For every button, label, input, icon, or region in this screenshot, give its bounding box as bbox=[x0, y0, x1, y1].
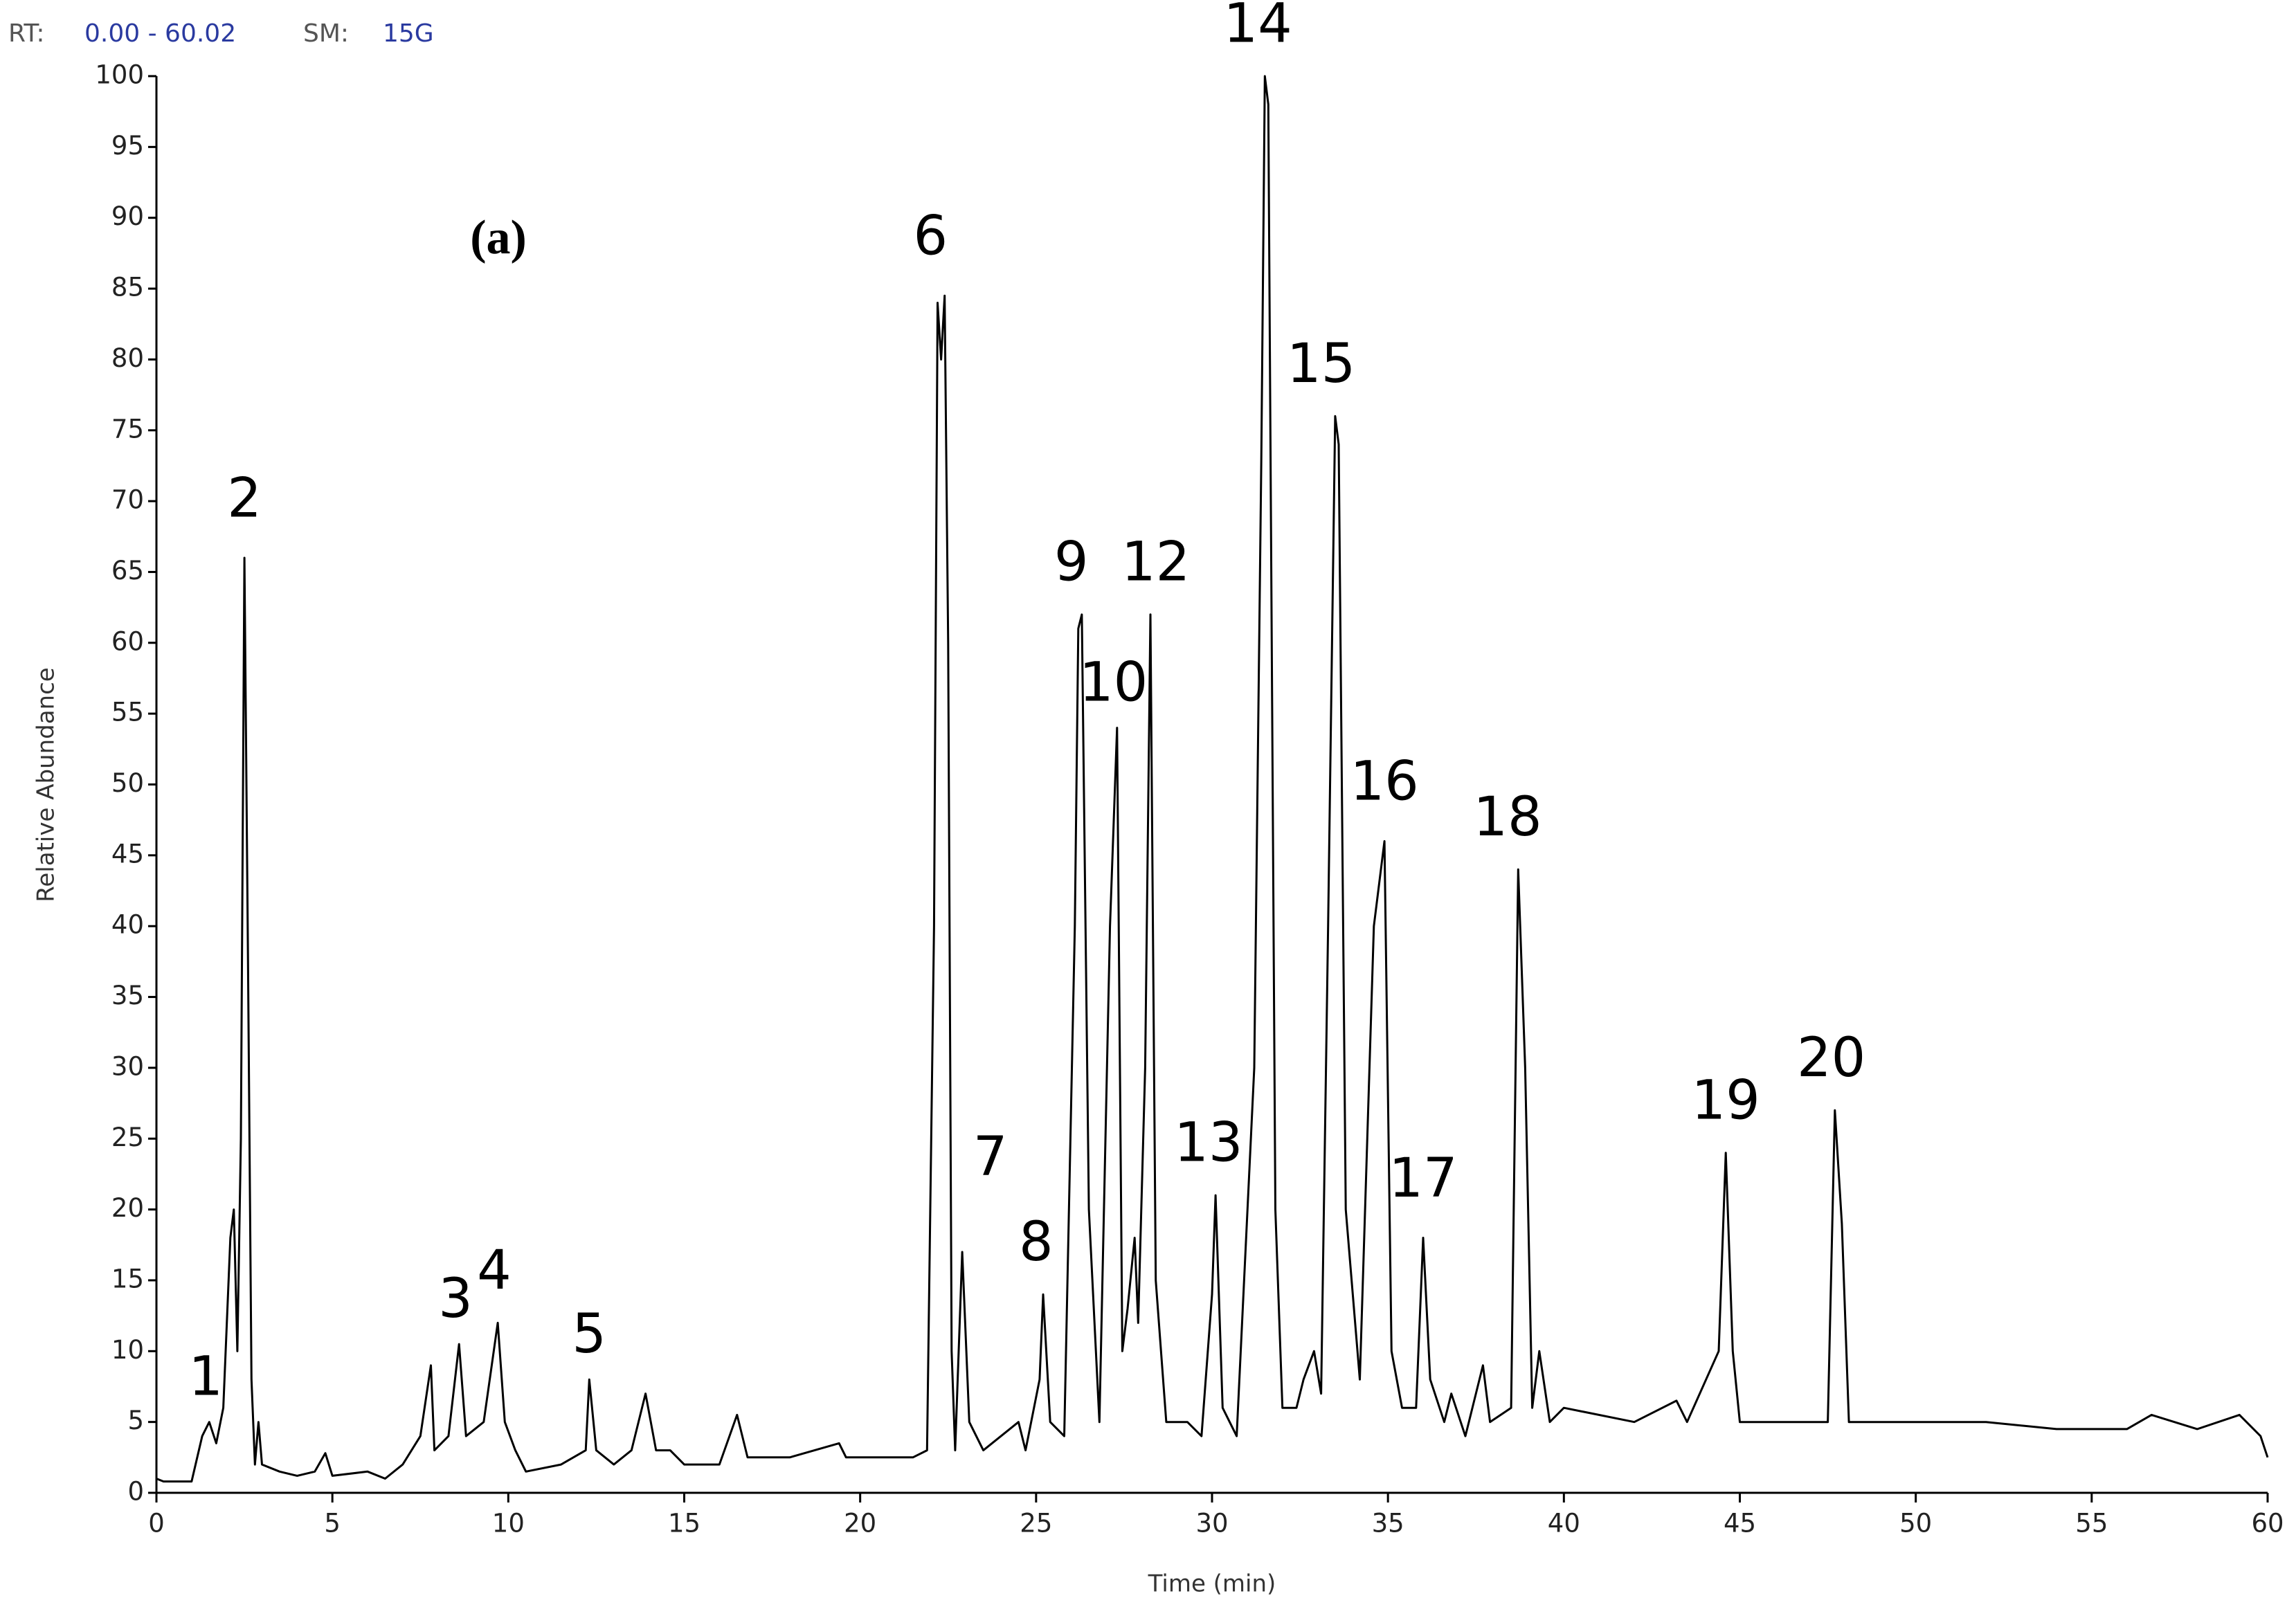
peak-label: 10 bbox=[1079, 651, 1148, 714]
peak-label: 17 bbox=[1389, 1147, 1457, 1210]
y-tick-label: 20 bbox=[111, 1193, 144, 1223]
peak-label: 13 bbox=[1174, 1112, 1242, 1174]
y-tick-label: 5 bbox=[127, 1406, 144, 1435]
peak-label: 15 bbox=[1287, 333, 1355, 395]
header-sm-label: SM: bbox=[303, 19, 349, 48]
y-tick-label: 0 bbox=[127, 1477, 144, 1507]
peak-label: 7 bbox=[973, 1126, 1008, 1188]
x-tick-label: 25 bbox=[1020, 1509, 1052, 1538]
peak-label: 9 bbox=[1054, 531, 1089, 593]
x-tick-label: 55 bbox=[2075, 1509, 2108, 1538]
y-tick-label: 55 bbox=[111, 698, 144, 727]
header-rt-range: 0.00 - 60.02 bbox=[84, 19, 236, 48]
peak-label: 19 bbox=[1692, 1069, 1760, 1132]
peak-label: 18 bbox=[1473, 786, 1542, 848]
header-sm-value: 15G bbox=[383, 19, 434, 48]
peak-label: 8 bbox=[1019, 1211, 1054, 1273]
peak-label: 3 bbox=[438, 1268, 473, 1330]
peak-label: 12 bbox=[1121, 531, 1190, 593]
x-tick-label: 0 bbox=[148, 1509, 165, 1538]
chromatogram-trace bbox=[156, 75, 2269, 1483]
y-tick-label: 90 bbox=[111, 201, 144, 231]
y-tick-label: 60 bbox=[111, 626, 144, 656]
y-tick-label: 80 bbox=[111, 343, 144, 373]
y-tick-label: 75 bbox=[111, 414, 144, 444]
x-tick-label: 45 bbox=[1724, 1509, 1756, 1538]
y-tick-label: 15 bbox=[111, 1264, 144, 1293]
x-axis-label: Time (min) bbox=[1148, 1570, 1276, 1598]
y-tick-label: 40 bbox=[111, 910, 144, 940]
x-tick-label: 20 bbox=[844, 1509, 876, 1538]
x-tick-label: 40 bbox=[1548, 1509, 1580, 1538]
header-rt-label: RT: bbox=[8, 19, 45, 48]
y-tick-label: 30 bbox=[111, 1051, 144, 1081]
x-tick-label: 60 bbox=[2251, 1509, 2284, 1538]
y-tick-label: 85 bbox=[111, 273, 144, 302]
y-axis-label: Relative Abundance bbox=[33, 667, 60, 902]
y-tick-label: 50 bbox=[111, 768, 144, 798]
x-tick-label: 50 bbox=[1899, 1509, 1932, 1538]
x-tick-label: 10 bbox=[492, 1509, 525, 1538]
y-tick-label: 25 bbox=[111, 1123, 144, 1152]
x-tick-label: 5 bbox=[324, 1509, 341, 1538]
x-tick-label: 15 bbox=[668, 1509, 700, 1538]
peak-label: 20 bbox=[1797, 1027, 1865, 1089]
y-tick-label: 45 bbox=[111, 839, 144, 869]
peak-label: 16 bbox=[1350, 751, 1418, 813]
y-tick-label: 65 bbox=[111, 556, 144, 585]
y-tick-label: 35 bbox=[111, 981, 144, 1010]
panel-label: (a) bbox=[470, 211, 527, 264]
y-tick-label: 95 bbox=[111, 131, 144, 161]
y-tick-label: 70 bbox=[111, 485, 144, 515]
peak-label: 14 bbox=[1223, 0, 1292, 55]
peak-label: 5 bbox=[572, 1303, 606, 1365]
y-tick-label: 100 bbox=[95, 60, 144, 90]
peak-label: 2 bbox=[227, 467, 262, 529]
y-tick-label: 10 bbox=[111, 1335, 144, 1365]
x-tick-label: 35 bbox=[1372, 1509, 1404, 1538]
peak-label: 6 bbox=[914, 206, 948, 268]
peak-label: 4 bbox=[477, 1240, 512, 1302]
peak-label: 1 bbox=[188, 1345, 223, 1408]
x-tick-label: 30 bbox=[1195, 1509, 1228, 1538]
